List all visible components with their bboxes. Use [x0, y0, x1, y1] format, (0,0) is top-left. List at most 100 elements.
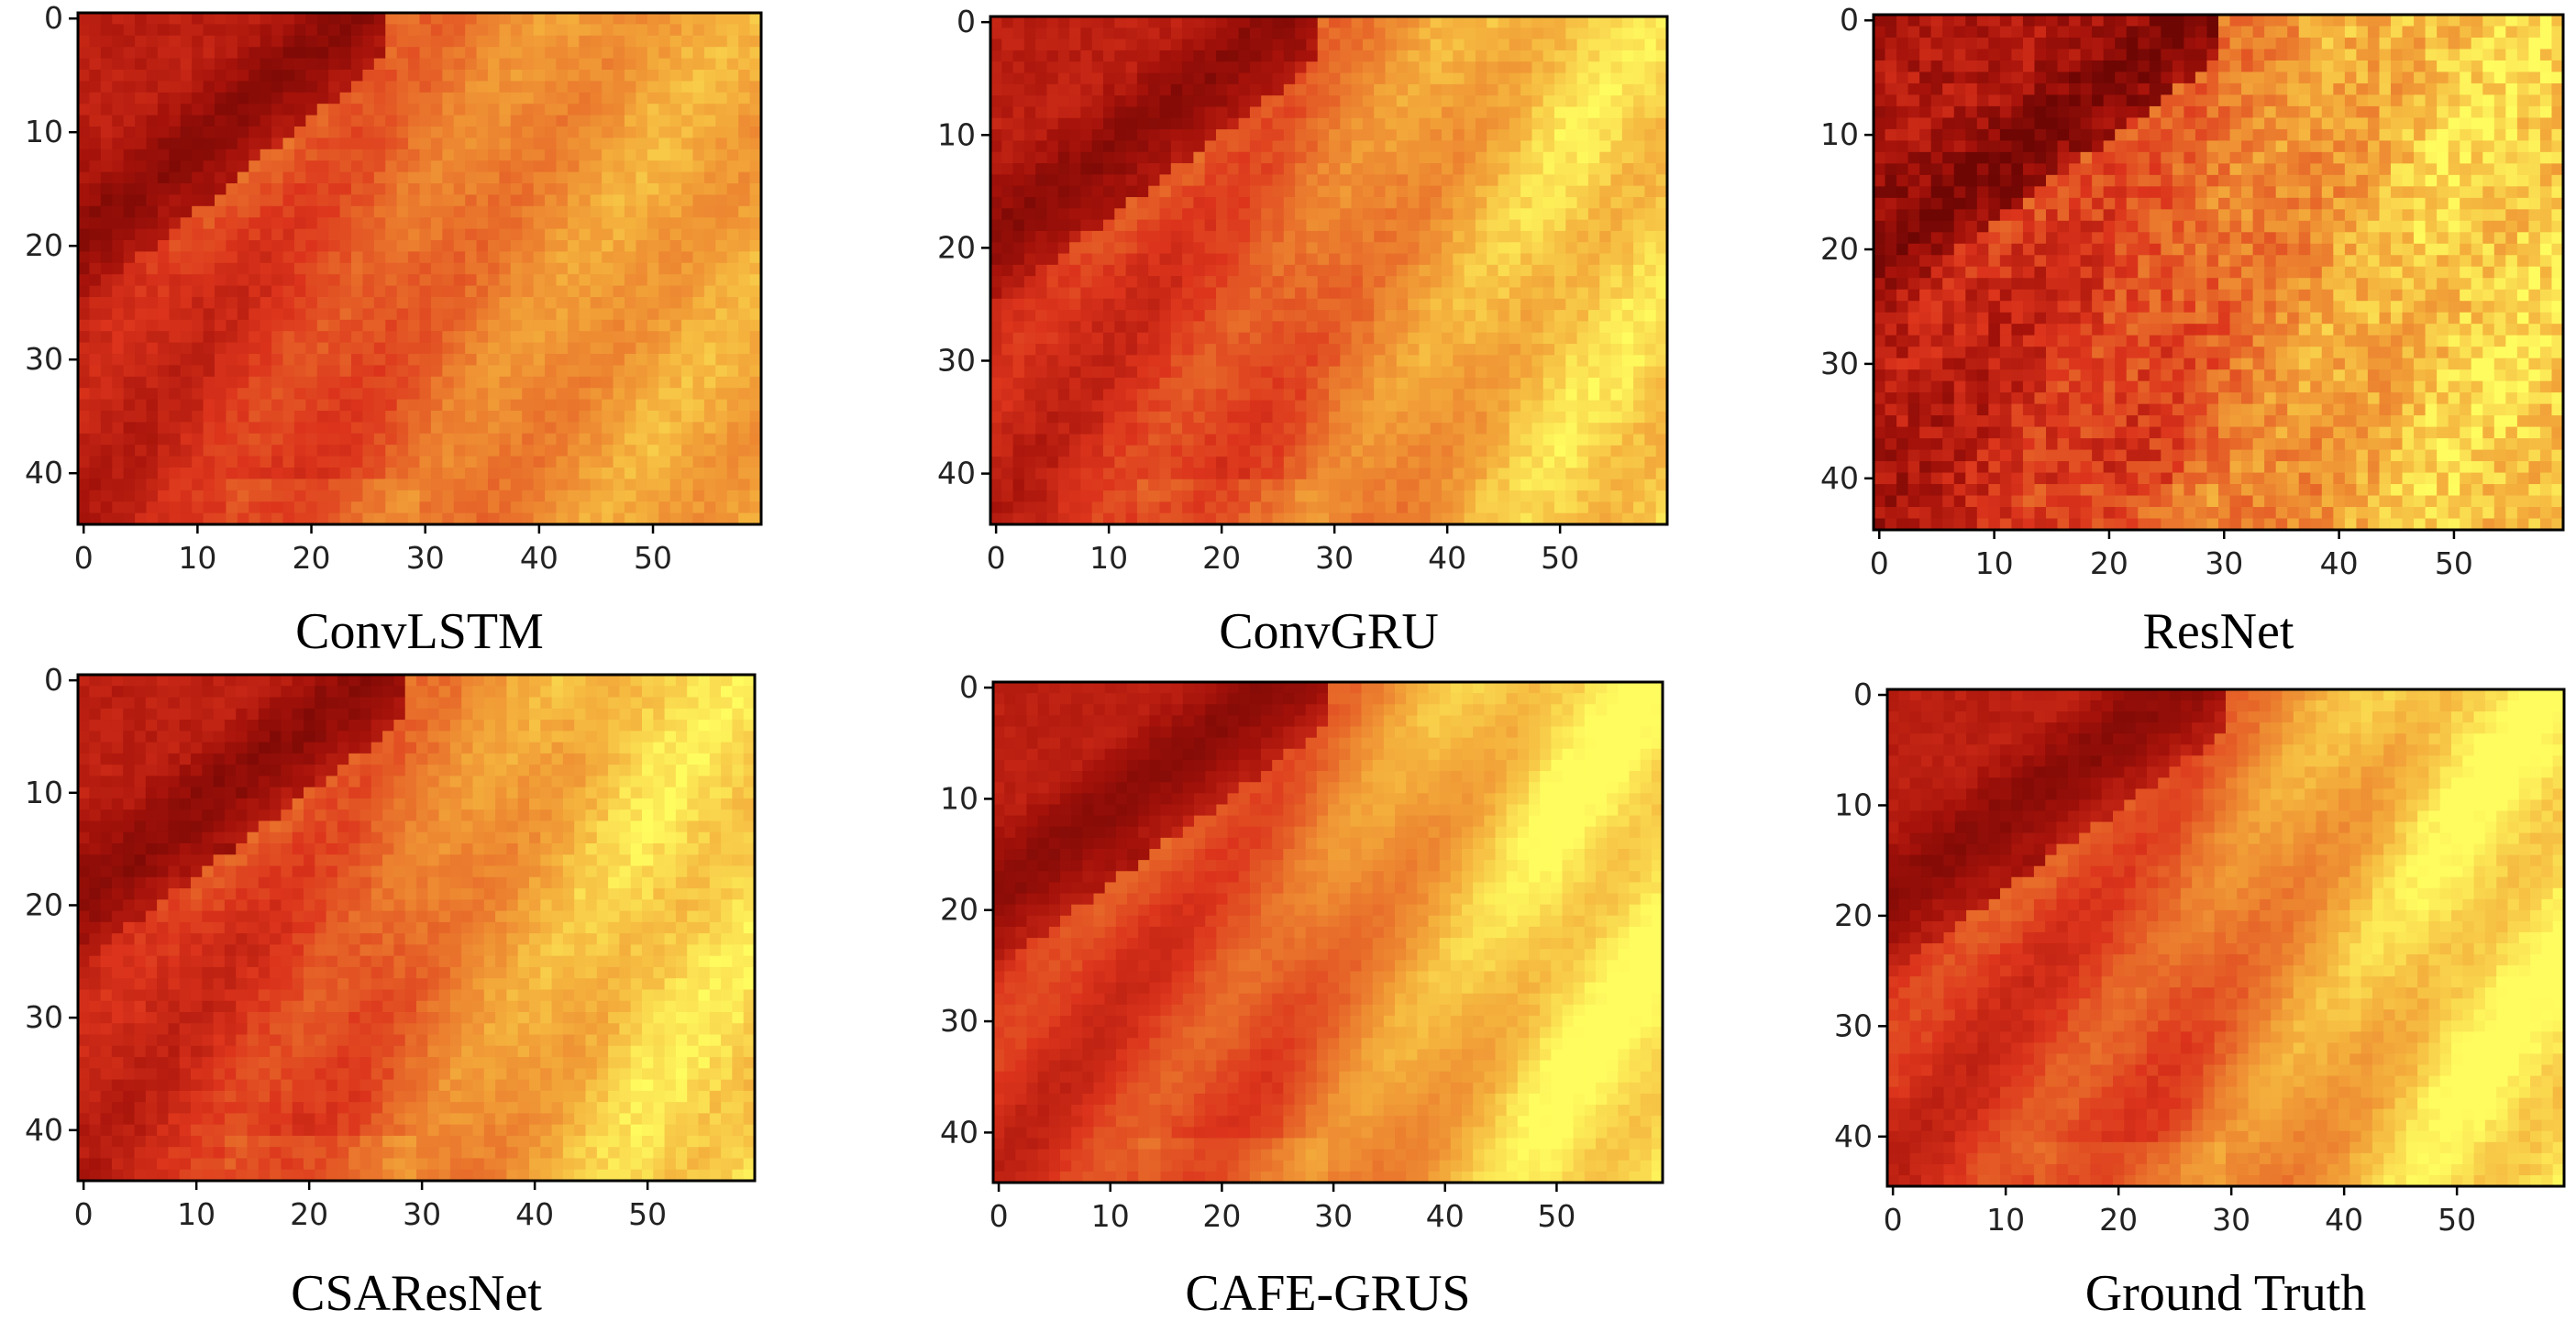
heatmap-cell [1610, 411, 1623, 424]
heatmap-cell [1351, 185, 1364, 198]
heatmap-cell [1306, 332, 1319, 345]
heatmap-cell [1023, 17, 1036, 28]
heatmap-cell [1080, 253, 1093, 266]
heatmap-cell [328, 445, 341, 457]
heatmap-cell [1442, 208, 1454, 221]
heatmap-cell [351, 205, 364, 218]
heatmap-cell [533, 183, 546, 195]
heatmap-cell [545, 468, 558, 479]
heatmap-cell [1091, 276, 1104, 289]
heatmap-cell [1599, 72, 1612, 85]
heatmap-cell [1621, 298, 1634, 311]
heatmap-cell [1046, 264, 1059, 277]
heatmap-cell [157, 285, 170, 298]
heatmap-cell [681, 274, 694, 287]
heatmap-cell [1374, 39, 1387, 51]
heatmap-cell [1148, 39, 1161, 51]
heatmap-cell [522, 194, 535, 207]
heatmap-cell [1419, 140, 1432, 153]
heatmap-cell [1204, 377, 1217, 390]
heatmap-cell [1317, 434, 1330, 446]
heatmap-cell [1644, 208, 1657, 221]
heatmap-cell [339, 501, 352, 514]
heatmap-cell [1114, 50, 1127, 62]
heatmap-cell [1170, 377, 1183, 390]
heatmap-cell [590, 115, 603, 127]
heatmap-cell [453, 35, 466, 48]
heatmap-cell [237, 468, 249, 479]
heatmap-cell [590, 376, 603, 389]
heatmap-cell [146, 422, 159, 435]
heatmap-cell [1599, 321, 1612, 334]
heatmap-cell [1587, 230, 1600, 243]
heatmap-cell [647, 24, 659, 37]
heatmap-cell [1261, 400, 1274, 413]
heatmap-cell [658, 342, 671, 355]
heatmap-cell [1655, 17, 1668, 28]
heatmap-cell [453, 422, 466, 435]
heatmap-cell [1114, 129, 1127, 142]
heatmap-cell [1453, 298, 1465, 311]
heatmap-cell [1621, 95, 1634, 108]
heatmap-cell [328, 115, 341, 127]
heatmap-cell [499, 411, 512, 423]
heatmap-cell [1148, 117, 1161, 130]
heatmap-cell [135, 468, 148, 479]
heatmap-cell [1080, 366, 1093, 379]
heatmap-cell [465, 35, 478, 48]
heatmap-cell [1272, 50, 1285, 62]
heatmap-cell [1644, 355, 1657, 368]
heatmap-cell [293, 422, 306, 435]
heatmap-cell [1283, 298, 1296, 311]
heatmap-cell [135, 308, 148, 321]
heatmap-cell [408, 217, 421, 230]
heatmap-cell [726, 183, 739, 195]
heatmap-cell [123, 297, 136, 309]
heatmap-cell [1509, 287, 1521, 300]
heatmap-cell [396, 138, 409, 150]
heatmap-cell [192, 92, 205, 105]
heatmap-cell [1362, 28, 1375, 40]
heatmap-cell [1001, 411, 1014, 424]
x-tick-label: 40 [520, 540, 558, 576]
heatmap-cell [1531, 253, 1544, 266]
heatmap-cell [226, 262, 238, 275]
heatmap-cell [1103, 344, 1115, 356]
heatmap-cell [1283, 411, 1296, 424]
heatmap-cell [1576, 129, 1589, 142]
heatmap-cell [293, 501, 306, 514]
heatmap-cell [522, 285, 535, 298]
heatmap-cell [408, 468, 421, 479]
heatmap-cell [1272, 140, 1285, 153]
heatmap-cell [1091, 230, 1104, 243]
heatmap-cell [385, 251, 398, 264]
heatmap-cell [1261, 208, 1274, 221]
heatmap-cell [260, 399, 272, 412]
heatmap-cell [1565, 28, 1578, 40]
heatmap-cell [396, 194, 409, 207]
heatmap-cell [1340, 400, 1353, 413]
heatmap-cell [215, 399, 227, 412]
heatmap-cell [1610, 174, 1623, 187]
heatmap-cell [1148, 276, 1161, 289]
heatmap-cell [1587, 310, 1600, 322]
heatmap-cell [1487, 185, 1499, 198]
heatmap-cell [1283, 61, 1296, 74]
heatmap-cell [1498, 72, 1510, 85]
heatmap-cell [1351, 276, 1364, 289]
heatmap-cell [613, 331, 625, 344]
heatmap-cell [1103, 117, 1115, 130]
heatmap-cell [567, 149, 580, 161]
heatmap-cell [192, 127, 205, 138]
heatmap-cell [123, 149, 136, 161]
heatmap-cell [316, 35, 329, 48]
heatmap-cell [351, 115, 364, 127]
heatmap-cell [1125, 61, 1138, 74]
heatmap-cell [1057, 253, 1070, 266]
heatmap-cell [396, 160, 409, 173]
heatmap-cell [282, 411, 295, 423]
heatmap-cell [408, 354, 421, 366]
heatmap-cell [556, 251, 569, 264]
heatmap-cell [89, 92, 102, 105]
heatmap-cell [123, 92, 136, 105]
